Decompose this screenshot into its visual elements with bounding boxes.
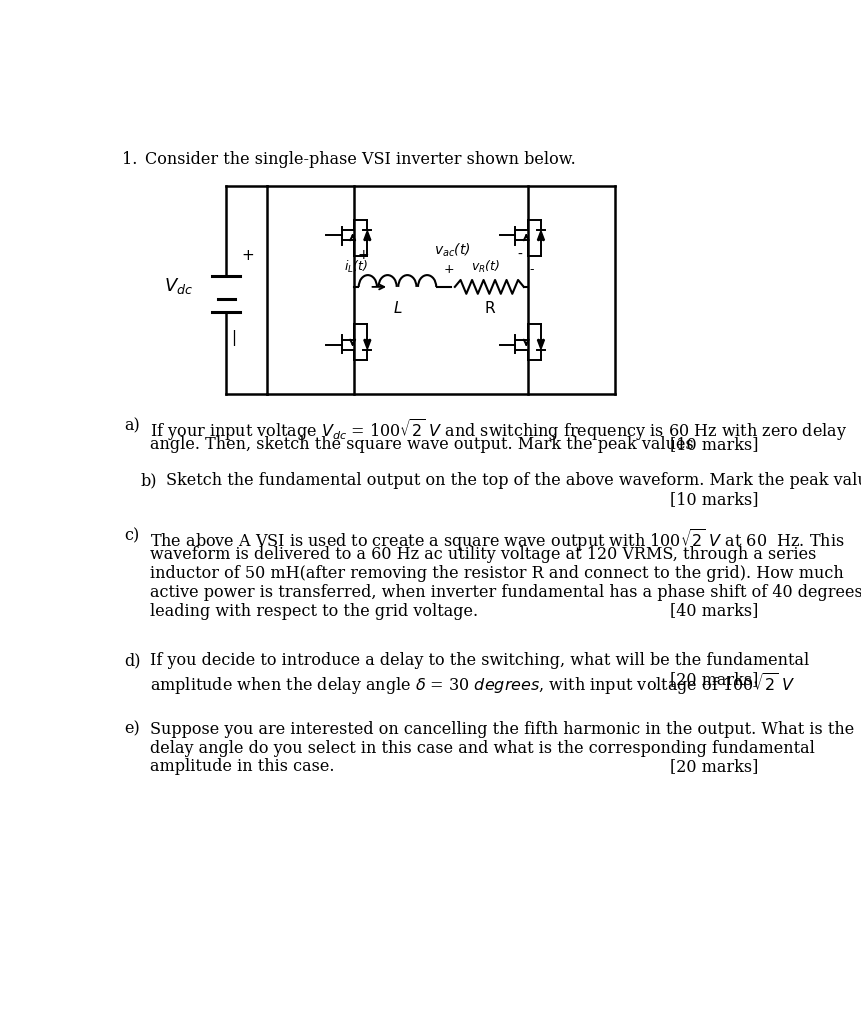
- Text: [10 marks]: [10 marks]: [670, 436, 759, 453]
- Text: delay angle do you select in this case and what is the corresponding fundamental: delay angle do you select in this case a…: [151, 739, 815, 757]
- Text: Suppose you are interested on cancelling the fifth harmonic in the output. What : Suppose you are interested on cancelling…: [151, 721, 854, 737]
- Text: $v_R$(t): $v_R$(t): [471, 259, 500, 274]
- Text: e): e): [125, 721, 140, 737]
- Text: L: L: [393, 301, 402, 316]
- Text: R: R: [484, 301, 494, 316]
- Text: c): c): [125, 527, 140, 544]
- Text: +: +: [242, 248, 254, 263]
- Text: angle. Then, sketch the square wave output. Mark the peak values: angle. Then, sketch the square wave outp…: [151, 436, 694, 453]
- Polygon shape: [537, 340, 544, 349]
- Text: b): b): [140, 472, 157, 489]
- Text: |: |: [232, 330, 237, 346]
- Text: Consider the single-phase VSI inverter shown below.: Consider the single-phase VSI inverter s…: [145, 151, 575, 168]
- Text: If you decide to introduce a delay to the switching, what will be the fundamenta: If you decide to introduce a delay to th…: [151, 652, 809, 669]
- Polygon shape: [364, 340, 371, 349]
- Polygon shape: [537, 230, 544, 240]
- Text: $i_L$(t): $i_L$(t): [344, 259, 369, 275]
- Text: The above A VSI is used to create a square wave output with 100$\sqrt{2}$ $V$ at: The above A VSI is used to create a squa…: [151, 527, 845, 553]
- Text: [20 marks]: [20 marks]: [670, 759, 759, 775]
- Text: leading with respect to the grid voltage.: leading with respect to the grid voltage…: [151, 602, 479, 620]
- Text: -: -: [517, 249, 523, 262]
- Text: waveform is delivered to a 60 Hz ac utility voltage at 120 VRMS, through a serie: waveform is delivered to a 60 Hz ac util…: [151, 546, 816, 563]
- Text: amplitude in this case.: amplitude in this case.: [151, 759, 335, 775]
- Text: +: +: [357, 249, 369, 262]
- Text: [10 marks]: [10 marks]: [670, 492, 759, 508]
- Text: [40 marks]: [40 marks]: [670, 602, 759, 620]
- Text: [20 marks]: [20 marks]: [670, 671, 759, 688]
- Text: active power is transferred, when inverter fundamental has a phase shift of 40 d: active power is transferred, when invert…: [151, 584, 861, 601]
- Text: Sketch the fundamental output on the top of the above waveform. Mark the peak va: Sketch the fundamental output on the top…: [166, 472, 861, 489]
- Text: $v_{ac}$(t): $v_{ac}$(t): [434, 242, 471, 259]
- Text: 1.: 1.: [121, 151, 137, 168]
- Text: +: +: [443, 263, 454, 276]
- Text: -: -: [530, 263, 534, 276]
- Text: a): a): [125, 417, 140, 434]
- Text: inductor of 50 mH(after removing the resistor R and connect to the grid). How mu: inductor of 50 mH(after removing the res…: [151, 565, 844, 582]
- Text: If your input voltage $V_{dc}$ = 100$\sqrt{2}$ $V$ and switching frequency is 60: If your input voltage $V_{dc}$ = 100$\sq…: [151, 417, 847, 443]
- Text: amplitude when the delay angle $\delta$ = 30 $degrees$, with input voltage of 10: amplitude when the delay angle $\delta$ …: [151, 671, 796, 697]
- Polygon shape: [364, 230, 371, 240]
- Text: d): d): [125, 652, 141, 669]
- Text: $V_{dc}$: $V_{dc}$: [164, 276, 193, 296]
